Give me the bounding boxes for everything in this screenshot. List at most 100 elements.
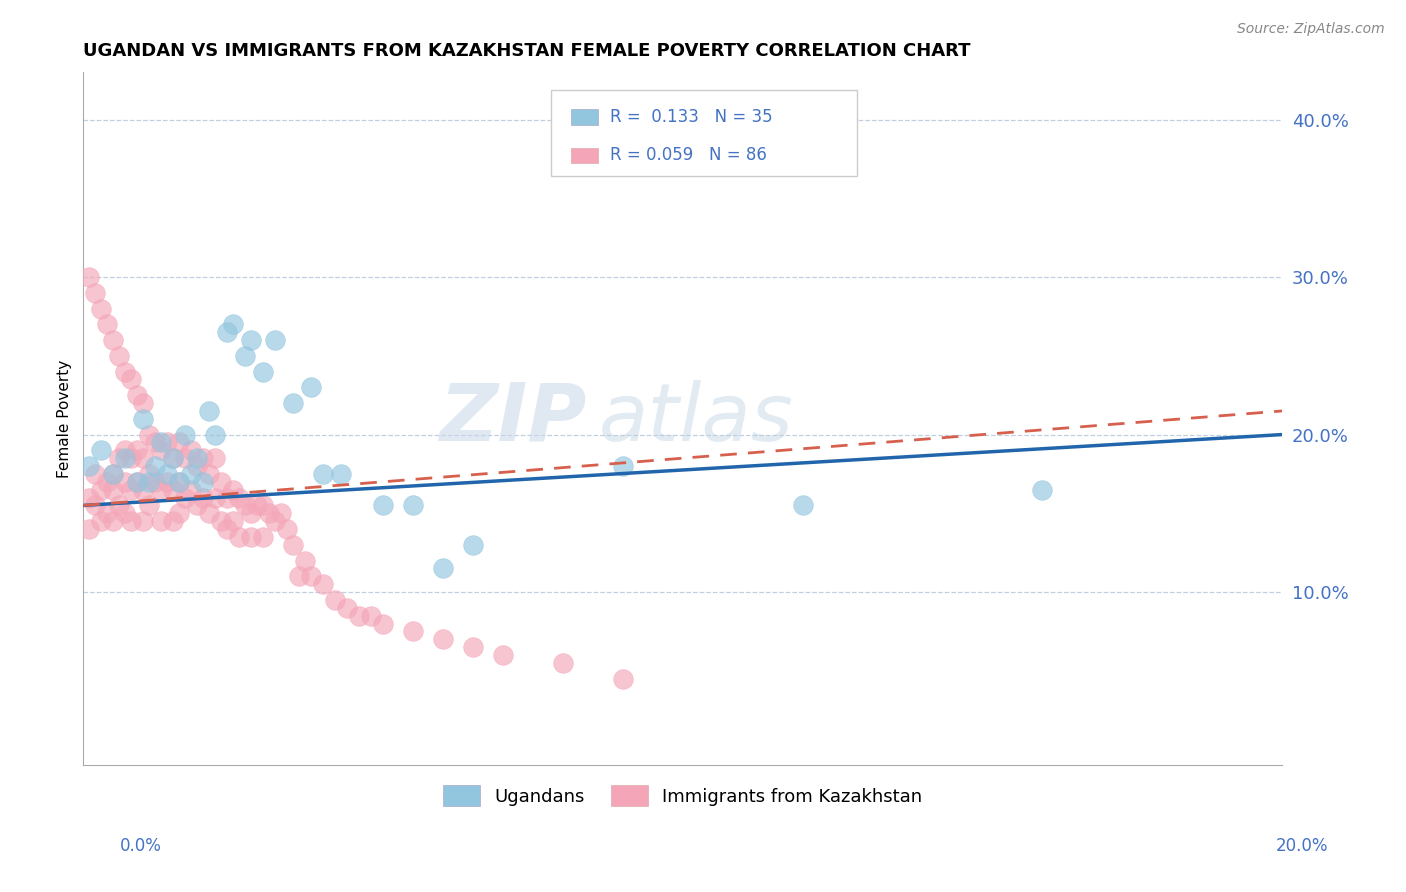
Point	[312, 577, 335, 591]
Point	[84, 467, 107, 481]
Point	[204, 427, 226, 442]
Point	[143, 458, 166, 473]
Point	[162, 451, 184, 466]
Point	[217, 522, 239, 536]
Point	[108, 349, 131, 363]
Point	[90, 443, 112, 458]
Point	[323, 593, 346, 607]
Point	[276, 522, 298, 536]
Point	[204, 451, 226, 466]
Point	[461, 640, 484, 654]
Point	[127, 475, 149, 489]
Point	[233, 499, 256, 513]
Point	[299, 569, 322, 583]
Point	[79, 491, 101, 505]
Point	[79, 270, 101, 285]
Point	[167, 506, 190, 520]
Text: ZIP: ZIP	[440, 380, 586, 458]
Point	[612, 672, 634, 686]
FancyBboxPatch shape	[551, 90, 856, 177]
Point	[103, 514, 125, 528]
Point	[90, 483, 112, 497]
Text: UGANDAN VS IMMIGRANTS FROM KAZAKHSTAN FEMALE POVERTY CORRELATION CHART: UGANDAN VS IMMIGRANTS FROM KAZAKHSTAN FE…	[83, 42, 970, 60]
Point	[257, 506, 280, 520]
Point	[79, 458, 101, 473]
Point	[162, 514, 184, 528]
Point	[138, 475, 160, 489]
Point	[240, 506, 263, 520]
Point	[120, 372, 142, 386]
Point	[288, 569, 311, 583]
Point	[96, 318, 118, 332]
Point	[252, 365, 274, 379]
Point	[162, 483, 184, 497]
Point	[402, 624, 425, 639]
Point	[156, 475, 179, 489]
Point	[186, 458, 208, 473]
Point	[132, 514, 155, 528]
Point	[180, 443, 202, 458]
Point	[222, 514, 245, 528]
Point	[167, 475, 190, 489]
Point	[132, 396, 155, 410]
Point	[103, 333, 125, 347]
Point	[167, 475, 190, 489]
Text: R = 0.059   N = 86: R = 0.059 N = 86	[610, 146, 766, 164]
Point	[193, 491, 215, 505]
Point	[132, 483, 155, 497]
Point	[127, 475, 149, 489]
Point	[252, 530, 274, 544]
Point	[204, 491, 226, 505]
Point	[103, 467, 125, 481]
Point	[281, 396, 304, 410]
Point	[347, 608, 370, 623]
Point	[193, 475, 215, 489]
Point	[330, 467, 353, 481]
Point	[138, 427, 160, 442]
Point	[222, 483, 245, 497]
Point	[294, 553, 316, 567]
Point	[143, 435, 166, 450]
Y-axis label: Female Poverty: Female Poverty	[58, 359, 72, 478]
Point	[138, 499, 160, 513]
Point	[167, 435, 190, 450]
FancyBboxPatch shape	[571, 148, 598, 163]
Point	[174, 491, 197, 505]
Text: atlas: atlas	[599, 380, 793, 458]
Point	[432, 561, 454, 575]
Point	[103, 483, 125, 497]
Point	[150, 435, 173, 450]
Text: R =  0.133   N = 35: R = 0.133 N = 35	[610, 108, 772, 126]
Point	[186, 451, 208, 466]
Point	[240, 333, 263, 347]
Point	[360, 608, 382, 623]
Point	[120, 483, 142, 497]
Point	[209, 475, 232, 489]
Point	[150, 483, 173, 497]
Point	[461, 538, 484, 552]
Point	[114, 451, 136, 466]
Point	[174, 427, 197, 442]
Point	[228, 530, 250, 544]
Point	[162, 451, 184, 466]
Point	[120, 514, 142, 528]
Point	[336, 600, 359, 615]
Point	[138, 467, 160, 481]
Point	[228, 491, 250, 505]
Point	[143, 475, 166, 489]
Point	[270, 506, 292, 520]
FancyBboxPatch shape	[571, 110, 598, 125]
Point	[246, 499, 269, 513]
Point	[551, 656, 574, 670]
Point	[492, 648, 515, 662]
Point	[198, 506, 221, 520]
Point	[96, 506, 118, 520]
Point	[114, 365, 136, 379]
Point	[84, 499, 107, 513]
Point	[1031, 483, 1053, 497]
Point	[281, 538, 304, 552]
Point	[371, 616, 394, 631]
Point	[84, 285, 107, 300]
Point	[198, 467, 221, 481]
Point	[103, 467, 125, 481]
